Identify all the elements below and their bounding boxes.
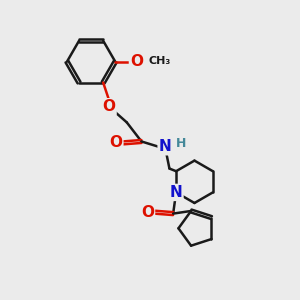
Text: O: O [103, 99, 116, 114]
Text: N: N [159, 139, 171, 154]
Text: O: O [109, 135, 122, 150]
Text: O: O [130, 54, 143, 69]
Text: H: H [176, 137, 186, 150]
Text: N: N [170, 185, 182, 200]
Text: CH₃: CH₃ [148, 56, 170, 66]
Text: O: O [141, 205, 154, 220]
